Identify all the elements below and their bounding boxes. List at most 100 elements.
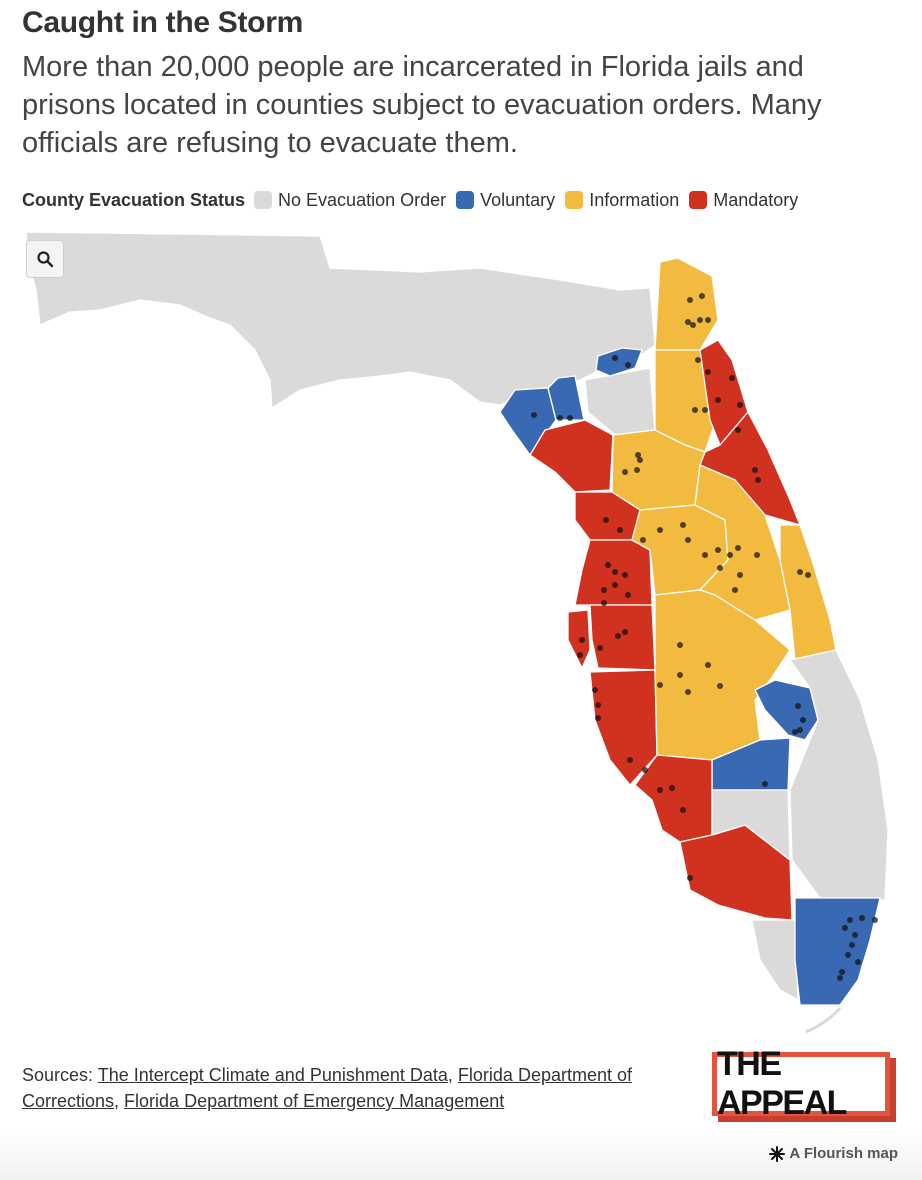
facility-dot[interactable] bbox=[597, 645, 603, 651]
facility-dot[interactable] bbox=[687, 297, 693, 303]
florida-county-map[interactable] bbox=[0, 220, 922, 1040]
facility-dot[interactable] bbox=[617, 527, 623, 533]
facility-dot[interactable] bbox=[579, 637, 585, 643]
county-hillsborough[interactable] bbox=[589, 604, 656, 671]
facility-dot[interactable] bbox=[612, 569, 618, 575]
county-region-panhandle-west[interactable] bbox=[25, 231, 656, 409]
facility-dot[interactable] bbox=[685, 537, 691, 543]
facility-dot[interactable] bbox=[627, 757, 633, 763]
facility-dot[interactable] bbox=[715, 397, 721, 403]
facility-dot[interactable] bbox=[737, 572, 743, 578]
facility-dot[interactable] bbox=[752, 467, 758, 473]
facility-dot[interactable] bbox=[797, 569, 803, 575]
facility-dot[interactable] bbox=[735, 545, 741, 551]
facility-dot[interactable] bbox=[622, 469, 628, 475]
source-link-dem[interactable]: Florida Department of Emergency Manageme… bbox=[124, 1091, 505, 1111]
facility-dot[interactable] bbox=[847, 917, 853, 923]
facility-dot[interactable] bbox=[603, 517, 609, 523]
facility-dot[interactable] bbox=[859, 915, 865, 921]
facility-dot[interactable] bbox=[697, 317, 703, 323]
county-miami-dade[interactable] bbox=[794, 897, 881, 1006]
facility-dot[interactable] bbox=[837, 975, 843, 981]
facility-dot[interactable] bbox=[839, 969, 845, 975]
facility-dot[interactable] bbox=[855, 959, 861, 965]
facility-dot[interactable] bbox=[677, 642, 683, 648]
facility-dot[interactable] bbox=[601, 600, 607, 606]
facility-dot[interactable] bbox=[754, 552, 760, 558]
county-gilchrist[interactable] bbox=[547, 375, 585, 421]
county-baker[interactable] bbox=[595, 347, 643, 377]
legend-item-mandatory[interactable]: Mandatory bbox=[689, 190, 798, 211]
facility-dot[interactable] bbox=[737, 402, 743, 408]
facility-dot[interactable] bbox=[792, 729, 798, 735]
county-pinellas[interactable] bbox=[567, 609, 591, 669]
facility-dot[interactable] bbox=[872, 917, 878, 923]
county-levy[interactable] bbox=[529, 419, 614, 493]
facility-dot[interactable] bbox=[705, 369, 711, 375]
facility-dot[interactable] bbox=[852, 932, 858, 938]
facility-dot[interactable] bbox=[849, 942, 855, 948]
facility-dot[interactable] bbox=[705, 317, 711, 323]
facility-dot[interactable] bbox=[755, 477, 761, 483]
facility-dot[interactable] bbox=[634, 467, 640, 473]
facility-dot[interactable] bbox=[612, 582, 618, 588]
source-link-intercept[interactable]: The Intercept Climate and Punishment Dat… bbox=[97, 1065, 448, 1085]
facility-dot[interactable] bbox=[805, 572, 811, 578]
facility-dot[interactable] bbox=[622, 629, 628, 635]
facility-dot[interactable] bbox=[531, 412, 537, 418]
facility-dot[interactable] bbox=[637, 457, 643, 463]
legend-item-information[interactable]: Information bbox=[565, 190, 679, 211]
facility-dot[interactable] bbox=[842, 925, 848, 931]
facility-dot[interactable] bbox=[595, 715, 601, 721]
legend-item-voluntary[interactable]: Voluntary bbox=[456, 190, 555, 211]
facility-dot[interactable] bbox=[615, 633, 621, 639]
facility-dot[interactable] bbox=[687, 875, 693, 881]
facility-dot[interactable] bbox=[685, 319, 691, 325]
facility-dot[interactable] bbox=[702, 407, 708, 413]
flourish-credit[interactable]: A Flourish map bbox=[769, 1145, 898, 1162]
county-monroe-mainland[interactable] bbox=[751, 919, 799, 1001]
source-link-doc[interactable]: Florida Department of Corrections bbox=[22, 1065, 632, 1111]
facility-dot[interactable] bbox=[567, 415, 573, 421]
facility-dot[interactable] bbox=[635, 452, 641, 458]
facility-dot[interactable] bbox=[640, 537, 646, 543]
facility-dot[interactable] bbox=[715, 547, 721, 553]
facility-dot[interactable] bbox=[702, 552, 708, 558]
facility-dot[interactable] bbox=[669, 785, 675, 791]
zoom-button[interactable] bbox=[26, 240, 64, 278]
facility-dot[interactable] bbox=[762, 781, 768, 787]
facility-dot[interactable] bbox=[727, 552, 733, 558]
facility-dot[interactable] bbox=[557, 415, 563, 421]
facility-dot[interactable] bbox=[657, 682, 663, 688]
facility-dot[interactable] bbox=[800, 717, 806, 723]
facility-dot[interactable] bbox=[625, 362, 631, 368]
facility-dot[interactable] bbox=[797, 727, 803, 733]
facility-dot[interactable] bbox=[699, 293, 705, 299]
county-st-lucie-martin[interactable] bbox=[754, 679, 819, 741]
facility-dot[interactable] bbox=[657, 527, 663, 533]
facility-dot[interactable] bbox=[735, 427, 741, 433]
facility-dot[interactable] bbox=[695, 357, 701, 363]
facility-dot[interactable] bbox=[732, 587, 738, 593]
facility-dot[interactable] bbox=[592, 687, 598, 693]
facility-dot[interactable] bbox=[657, 787, 663, 793]
facility-dot[interactable] bbox=[845, 952, 851, 958]
facility-dot[interactable] bbox=[601, 587, 607, 593]
facility-dot[interactable] bbox=[685, 689, 691, 695]
facility-dot[interactable] bbox=[717, 565, 723, 571]
facility-dot[interactable] bbox=[705, 662, 711, 668]
facility-dot[interactable] bbox=[642, 767, 648, 773]
facility-dot[interactable] bbox=[625, 592, 631, 598]
facility-dot[interactable] bbox=[729, 375, 735, 381]
facility-dot[interactable] bbox=[680, 522, 686, 528]
facility-dot[interactable] bbox=[692, 407, 698, 413]
facility-dot[interactable] bbox=[577, 652, 583, 658]
facility-dot[interactable] bbox=[717, 683, 723, 689]
county-brevard[interactable] bbox=[779, 524, 837, 661]
county-hendry-south[interactable] bbox=[711, 789, 791, 861]
facility-dot[interactable] bbox=[622, 572, 628, 578]
facility-dot[interactable] bbox=[677, 672, 683, 678]
facility-dot[interactable] bbox=[795, 703, 801, 709]
legend-item-none[interactable]: No Evacuation Order bbox=[254, 190, 446, 211]
facility-dot[interactable] bbox=[612, 355, 618, 361]
